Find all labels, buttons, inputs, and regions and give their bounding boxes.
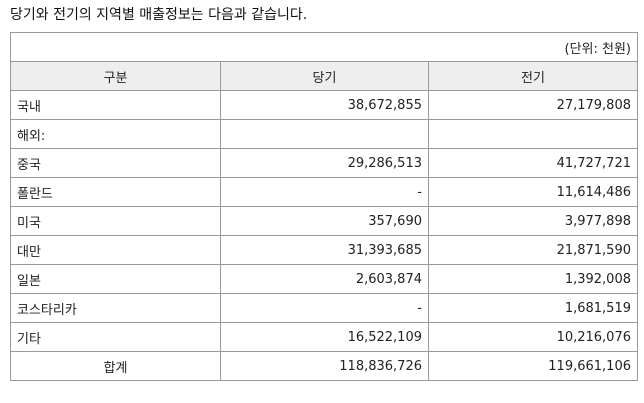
row-label-taiwan: 대만: [10, 235, 221, 265]
cell-current: -: [220, 177, 429, 207]
cell-prior: 41,727,721: [428, 148, 638, 178]
row-label-total: 합계: [10, 351, 221, 381]
row-label-japan: 일본: [10, 264, 221, 294]
cell-prior: 27,179,808: [428, 90, 638, 120]
total-row: 합계 118,836,726 119,661,106: [10, 351, 638, 381]
regional-sales-table: (단위: 천원) 구분 당기 전기 국내 38,672,855 27,179,8…: [10, 32, 638, 381]
cell-current: 31,393,685: [220, 235, 429, 265]
table-row: 대만 31,393,685 21,871,590: [10, 235, 638, 265]
cell-prior: 10,216,076: [428, 322, 638, 352]
table-row: 국내 38,672,855 27,179,808: [10, 90, 638, 120]
cell-prior: 1,681,519: [428, 293, 638, 323]
cell-current: [220, 119, 429, 149]
header-category: 구분: [10, 61, 221, 91]
unit-row: (단위: 천원): [10, 32, 638, 62]
table-row: 코스타리카 - 1,681,519: [10, 293, 638, 323]
cell-current: 2,603,874: [220, 264, 429, 294]
cell-prior-total: 119,661,106: [428, 351, 638, 381]
table-row: 해외:: [10, 119, 638, 149]
cell-current: -: [220, 293, 429, 323]
cell-prior: 3,977,898: [428, 206, 638, 236]
cell-prior: 1,392,008: [428, 264, 638, 294]
cell-current: 38,672,855: [220, 90, 429, 120]
header-row: 구분 당기 전기: [10, 61, 638, 91]
row-label-china: 중국: [10, 148, 221, 178]
cell-prior: [428, 119, 638, 149]
unit-label: (단위: 천원): [10, 32, 638, 62]
row-label-domestic: 국내: [10, 90, 221, 120]
intro-text: 당기와 전기의 지역별 매출정보는 다음과 같습니다.: [10, 7, 308, 23]
table-row: 기타 16,522,109 10,216,076: [10, 322, 638, 352]
table-row: 폴란드 - 11,614,486: [10, 177, 638, 207]
table-row: 미국 357,690 3,977,898: [10, 206, 638, 236]
cell-prior: 11,614,486: [428, 177, 638, 207]
cell-current-total: 118,836,726: [220, 351, 429, 381]
table-row: 중국 29,286,513 41,727,721: [10, 148, 638, 178]
row-label-costa-rica: 코스타리카: [10, 293, 221, 323]
row-label-poland: 폴란드: [10, 177, 221, 207]
row-label-other: 기타: [10, 322, 221, 352]
row-label-usa: 미국: [10, 206, 221, 236]
cell-current: 357,690: [220, 206, 429, 236]
header-prior: 전기: [428, 61, 638, 91]
row-label-overseas: 해외:: [10, 119, 221, 149]
header-current: 당기: [220, 61, 429, 91]
cell-prior: 21,871,590: [428, 235, 638, 265]
table-row: 일본 2,603,874 1,392,008: [10, 264, 638, 294]
cell-current: 29,286,513: [220, 148, 429, 178]
cell-current: 16,522,109: [220, 322, 429, 352]
